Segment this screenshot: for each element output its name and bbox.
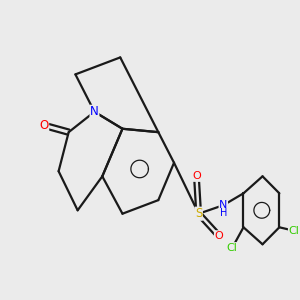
- Text: Cl: Cl: [289, 226, 299, 236]
- Text: O: O: [39, 119, 49, 132]
- Text: Cl: Cl: [227, 243, 238, 253]
- Text: S: S: [195, 207, 202, 220]
- Text: O: O: [192, 171, 201, 181]
- Text: O: O: [214, 231, 223, 241]
- Text: N: N: [219, 200, 227, 210]
- Text: N: N: [90, 105, 99, 118]
- Text: H: H: [220, 208, 227, 218]
